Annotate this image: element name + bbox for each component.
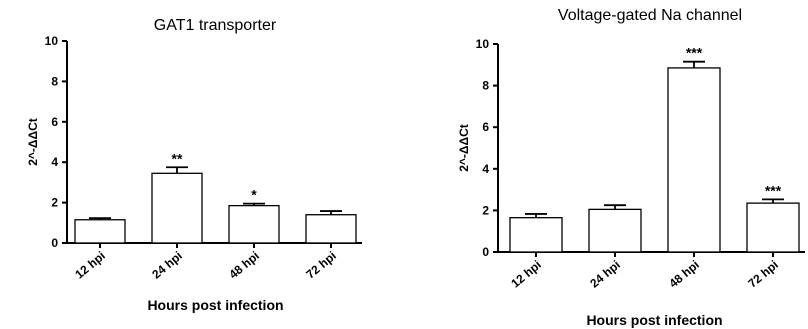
y-axis-label: 2^-ΔΔCt: [26, 118, 40, 166]
bar: [151, 172, 203, 244]
x-tick-label: 72 hpi: [303, 249, 339, 282]
significance-label: *: [251, 187, 257, 203]
significance-label: ***: [765, 182, 782, 198]
y-tick-label: 0: [482, 245, 489, 259]
chart-title: Voltage-gated Na channel: [558, 7, 742, 24]
bar: [74, 219, 126, 244]
significance-label: ***: [686, 45, 703, 61]
y-tick-label: 2: [482, 203, 489, 217]
bar: [228, 204, 280, 244]
y-tick-label: 4: [51, 155, 58, 169]
y-axis-label: 2^-ΔΔCt: [457, 124, 471, 172]
bar: [305, 214, 357, 244]
y-tick-label: 0: [51, 236, 58, 250]
x-tick-label: 24 hpi: [587, 258, 623, 291]
x-tick-label: 72 hpi: [745, 258, 781, 291]
y-tick-label: 6: [482, 120, 489, 134]
bar: [746, 202, 800, 253]
bar: [667, 67, 721, 253]
chart-gat1-transporter: GAT1 transporter 0 2 4 6 8 10 2^-ΔΔCt 12 hpi ** 24…: [26, 17, 362, 313]
y-tick-label: 8: [51, 74, 58, 88]
x-axis-label: Hours post infection: [147, 297, 283, 313]
x-tick-label: 12 hpi: [508, 258, 544, 291]
chart-voltage-gated-na-channel: Voltage-gated Na channel 0 2 4 6 8 10 2^-ΔΔCt 12…: [457, 7, 805, 328]
y-tick-label: 4: [482, 162, 489, 176]
bar: [509, 217, 563, 253]
y-tick-label: 6: [51, 115, 58, 129]
y-tick-label: 10: [476, 37, 490, 51]
x-axis-label: Hours post infection: [586, 312, 722, 328]
y-tick-label: 10: [45, 34, 59, 48]
significance-label: **: [172, 150, 183, 166]
x-tick-label: 24 hpi: [149, 249, 185, 282]
x-tick-label: 48 hpi: [666, 258, 702, 291]
bar: [588, 208, 642, 253]
x-tick-label: 12 hpi: [72, 249, 108, 282]
y-tick-label: 2: [51, 196, 58, 210]
chart-title: GAT1 transporter: [154, 17, 277, 34]
x-tick-label: 48 hpi: [226, 249, 262, 282]
y-tick-label: 8: [482, 79, 489, 93]
